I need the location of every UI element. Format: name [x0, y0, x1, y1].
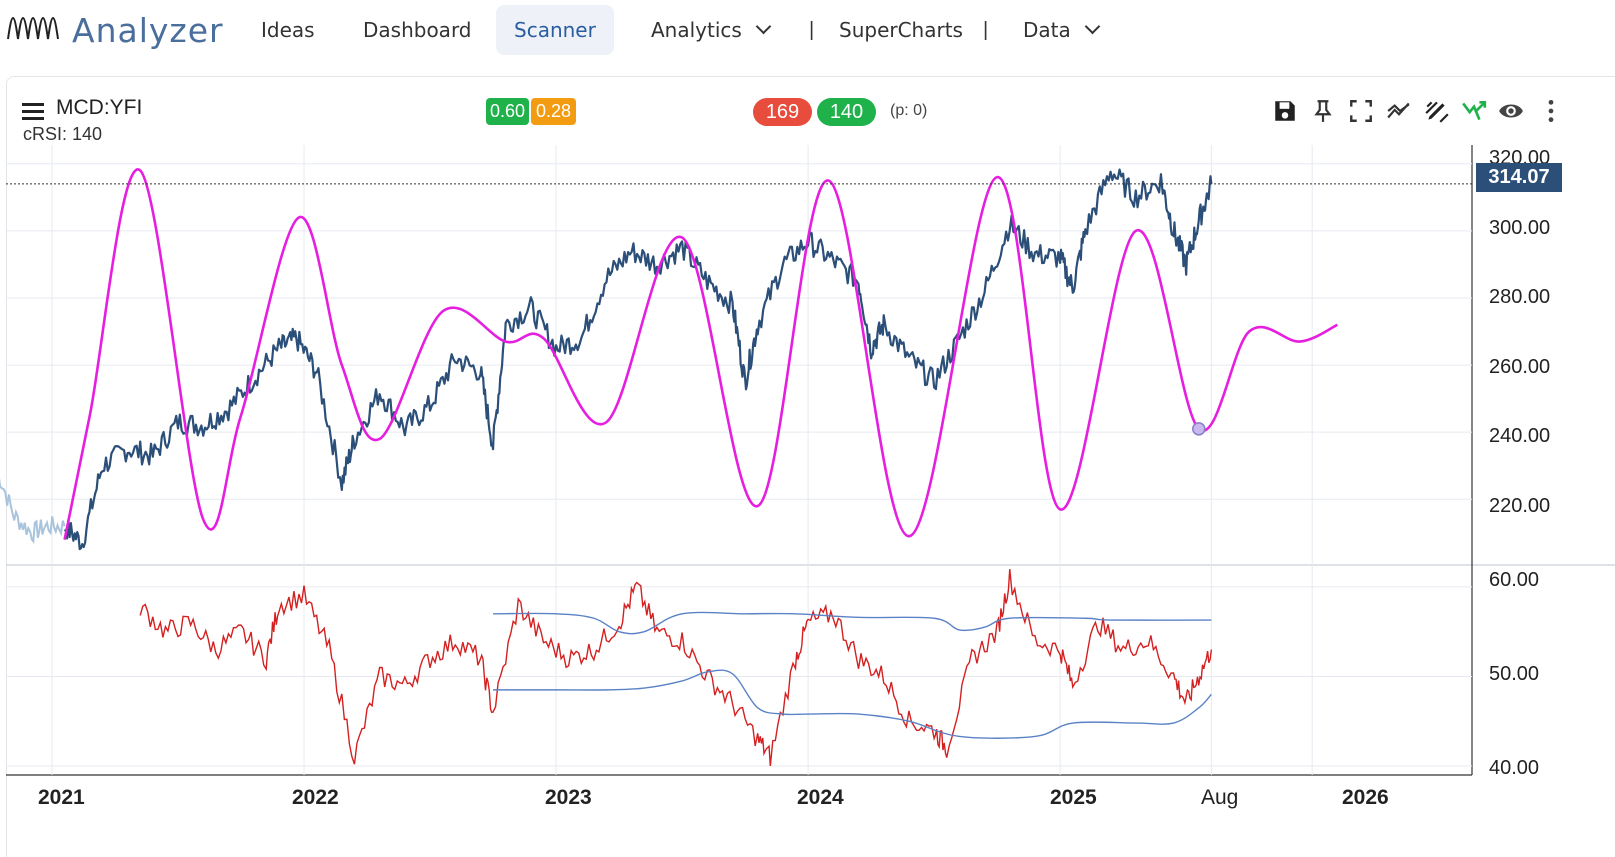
wave-logo-icon — [7, 17, 59, 40]
rsi-tick: 50.00 — [1489, 663, 1540, 685]
price-tick: 240.00 — [1489, 425, 1551, 447]
nav-ideas[interactable]: Ideas — [261, 18, 315, 42]
nav-data[interactable]: Data — [1023, 5, 1101, 55]
chart-panel — [6, 76, 1615, 857]
pin-icon[interactable] — [1310, 98, 1336, 124]
time-tick: 2021 — [38, 786, 85, 809]
current-price-tag: 314.07 — [1476, 163, 1562, 192]
fullscreen-icon[interactable] — [1348, 98, 1374, 124]
rsi-pane — [139, 569, 1213, 767]
cycle-marker-point — [1192, 422, 1206, 436]
cycle-line — [63, 168, 1338, 540]
time-tick: 2026 — [1342, 786, 1389, 809]
brand-name: Analyzer — [72, 10, 224, 50]
symbol-label[interactable]: MCD:YFI — [56, 96, 143, 119]
more-icon[interactable] — [1538, 98, 1564, 124]
eye-icon[interactable] — [1498, 98, 1524, 124]
price-tick: 220.00 — [1489, 495, 1551, 517]
rsi-tick: 40.00 — [1489, 757, 1540, 779]
count-badge-green: 140 — [817, 98, 876, 126]
count-badge-red: 169 — [753, 98, 812, 126]
nav-data-label: Data — [1023, 18, 1071, 42]
score-pill-green: 0.60 — [486, 98, 529, 125]
draw-icon[interactable] — [1424, 98, 1450, 124]
score-pill-orange: 0.28 — [531, 98, 576, 125]
price-line — [63, 168, 1213, 551]
upper-band-line — [493, 611, 1212, 635]
nav-separator: | — [809, 19, 815, 41]
chart-grid — [6, 145, 1615, 776]
time-tick: Aug — [1201, 786, 1239, 809]
rsi-tick: 60.00 — [1489, 569, 1540, 591]
time-tick: 2022 — [292, 786, 339, 809]
nav-analytics-label: Analytics — [651, 18, 742, 42]
nav-analytics[interactable]: Analytics — [651, 5, 772, 55]
crsi-line — [139, 569, 1213, 767]
price-history-line — [0, 477, 66, 544]
lower-band-line — [493, 669, 1212, 739]
nav-dashboard[interactable]: Dashboard — [363, 18, 472, 42]
price-pane — [0, 168, 1472, 551]
time-tick: 2023 — [545, 786, 592, 809]
brand-logo[interactable]: Analyzer — [6, 8, 224, 52]
p-count-label: (p: 0) — [890, 102, 928, 119]
nav-supercharts[interactable]: SuperCharts — [839, 18, 963, 42]
price-tick: 280.00 — [1489, 286, 1551, 308]
top-navigation: Analyzer Ideas Dashboard Scanner Analyti… — [0, 0, 1615, 64]
time-tick: 2025 — [1050, 786, 1097, 809]
time-tick: 2024 — [797, 786, 844, 809]
save-icon[interactable] — [1272, 98, 1298, 124]
price-tick: 260.00 — [1489, 356, 1551, 378]
nav-separator: | — [983, 19, 989, 41]
hamburger-menu-icon[interactable] — [22, 103, 44, 120]
cycle-icon[interactable] — [1461, 98, 1487, 124]
price-tick: 300.00 — [1489, 217, 1551, 239]
nav-scanner[interactable]: Scanner — [496, 5, 614, 55]
crsi-label: cRSI: 140 — [23, 124, 103, 144]
trend-icon[interactable] — [1386, 98, 1412, 124]
